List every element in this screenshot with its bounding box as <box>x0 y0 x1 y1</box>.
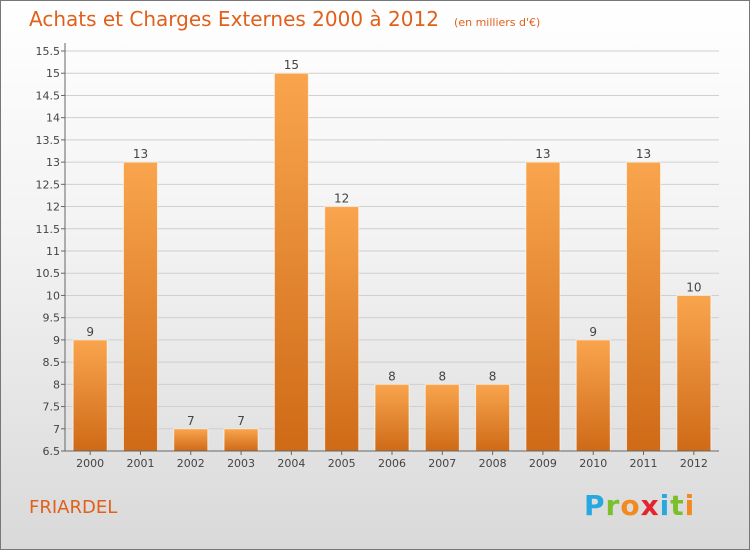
x-tick-label: 2009 <box>529 457 557 470</box>
bar <box>273 72 309 452</box>
bar-value-label: 9 <box>589 325 597 339</box>
y-tick-label: 10 <box>46 289 60 302</box>
x-tick-label: 2010 <box>579 457 607 470</box>
bar-value-label: 13 <box>535 147 550 161</box>
unit-note: (en milliers d'€) <box>454 16 541 29</box>
bars-layer: 9 13 7 7 15 12 8 8 8 13 9 13 10 <box>72 58 712 452</box>
y-tick-label: 11.5 <box>36 223 61 236</box>
bar-value-label: 7 <box>187 414 195 428</box>
y-tick-label: 14 <box>46 112 60 125</box>
logo-letter: P <box>584 489 606 522</box>
bar <box>173 428 209 452</box>
x-tick-label: 2005 <box>328 457 356 470</box>
y-tick-label: 9.5 <box>43 312 61 325</box>
title-row: Achats et Charges Externes 2000 à 2012 (… <box>29 7 540 31</box>
y-tick-label: 8.5 <box>43 356 61 369</box>
x-tick-label: 2007 <box>428 457 456 470</box>
y-tick-label: 11 <box>46 245 60 258</box>
bar <box>626 161 662 452</box>
y-tick-label: 7.5 <box>43 401 61 414</box>
y-tick-label: 12.5 <box>36 178 61 191</box>
x-tick-label: 2003 <box>227 457 255 470</box>
x-tick-label: 2008 <box>479 457 507 470</box>
bar-value-label: 10 <box>686 280 701 294</box>
x-tick-label: 2011 <box>630 457 658 470</box>
bar <box>676 294 712 452</box>
bar-value-label: 8 <box>438 369 446 383</box>
bar <box>223 428 259 452</box>
logo-letter: o <box>620 489 641 522</box>
commune-name: FRIARDEL <box>29 497 118 518</box>
y-tick-label: 7 <box>53 423 60 436</box>
x-tick-label: 2002 <box>177 457 205 470</box>
x-tick-label: 2001 <box>126 457 154 470</box>
bar <box>72 339 108 452</box>
proxiti-logo[interactable]: Proxiti <box>584 489 695 522</box>
bar-value-label: 8 <box>388 369 396 383</box>
y-tick-label: 12 <box>46 201 60 214</box>
bar-value-label: 12 <box>334 192 349 206</box>
logo-letter: x <box>640 489 660 522</box>
bar <box>424 383 460 452</box>
y-tick-label: 15 <box>46 67 60 80</box>
bar <box>324 206 360 452</box>
y-tick-label: 9 <box>53 334 60 347</box>
bar-value-label: 8 <box>489 369 497 383</box>
logo-letter: r <box>605 489 621 522</box>
logo-letter: i <box>659 489 671 522</box>
x-tick-label: 2000 <box>76 457 104 470</box>
bar <box>374 383 410 452</box>
bar-value-label: 9 <box>86 325 94 339</box>
bar <box>525 161 561 452</box>
bar-value-label: 13 <box>636 147 651 161</box>
logo-letter: t <box>670 489 685 522</box>
x-tick-label: 2012 <box>680 457 708 470</box>
y-tick-label: 15.5 <box>36 45 61 58</box>
bar <box>475 383 511 452</box>
bar-value-label: 7 <box>237 414 245 428</box>
y-tick-label: 13.5 <box>36 134 61 147</box>
x-tick-label: 2006 <box>378 457 406 470</box>
axis-layer: 6.5 7 7.5 8 8.5 9 9.5 10 10.5 11 11.5 12 12.5 13 13.5 1… <box>36 43 719 470</box>
y-tick-label: 10.5 <box>36 267 61 280</box>
bar-value-label: 13 <box>133 147 148 161</box>
chart-title: Achats et Charges Externes 2000 à 2012 <box>29 7 439 31</box>
bar <box>122 161 158 452</box>
y-tick-label: 8 <box>53 378 60 391</box>
bar <box>575 339 611 452</box>
y-tick-label: 6.5 <box>43 445 61 458</box>
y-tick-label: 14.5 <box>36 89 61 102</box>
y-tick-label: 13 <box>46 156 60 169</box>
bar-value-label: 15 <box>284 58 299 72</box>
logo-letter: i <box>684 489 696 522</box>
x-tick-label: 2004 <box>277 457 305 470</box>
